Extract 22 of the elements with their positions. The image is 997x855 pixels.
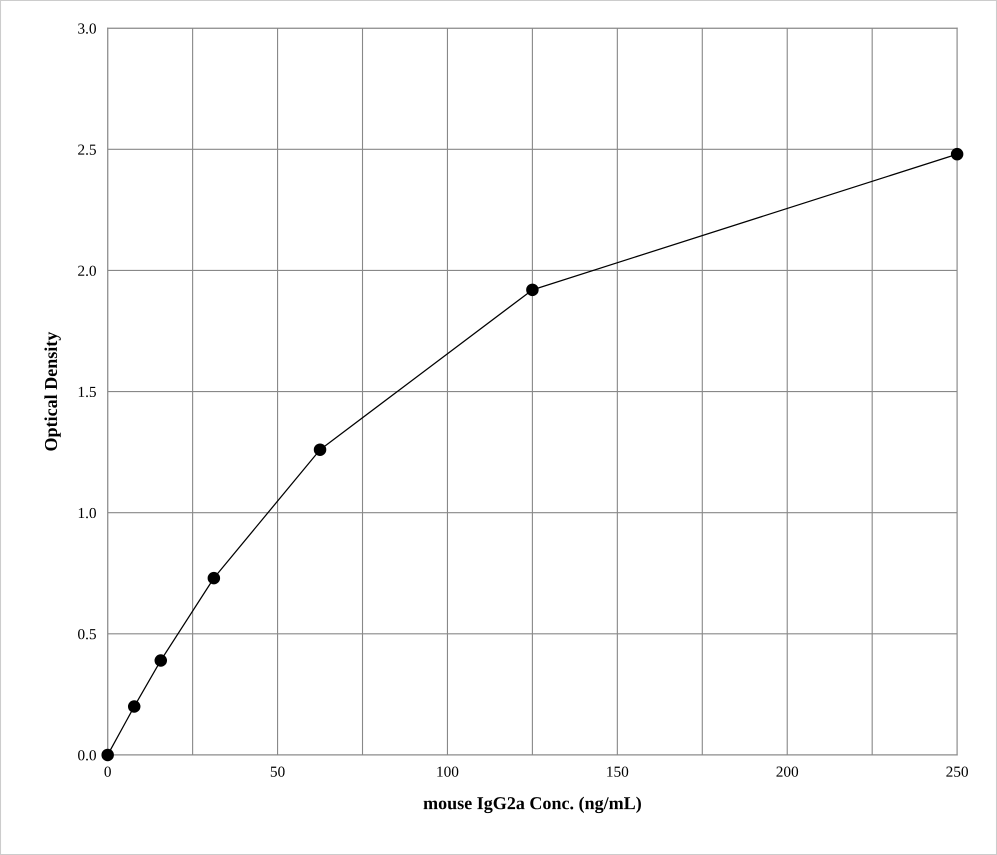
y-tick-label: 3.0 bbox=[78, 23, 96, 34]
y-tick-label: 2.0 bbox=[78, 266, 96, 276]
x-tick-label: 0 bbox=[104, 766, 111, 777]
point bbox=[101, 748, 114, 762]
point bbox=[314, 443, 326, 456]
x-tick-label: 100 bbox=[437, 766, 458, 777]
point bbox=[154, 654, 168, 667]
y-tick-label: 1.5 bbox=[78, 386, 96, 398]
x-tick-label: 150 bbox=[607, 766, 628, 777]
point bbox=[950, 148, 964, 160]
y-tick-label: 0.5 bbox=[78, 628, 96, 640]
y-tick-label: 0.0 bbox=[78, 750, 96, 760]
x-axis-title: mouse IgG2a Conc. (ng/mL) bbox=[424, 796, 641, 814]
point bbox=[208, 572, 220, 584]
point bbox=[128, 700, 140, 713]
point bbox=[526, 284, 539, 296]
y-axis-title: Optical Density bbox=[44, 332, 61, 451]
x-tick-label: 250 bbox=[946, 766, 968, 777]
y-tick-label: 2.5 bbox=[78, 144, 96, 155]
x-tick-label: 50 bbox=[270, 766, 285, 777]
y-tick-label: 1.0 bbox=[78, 508, 96, 518]
x-tick-label: 200 bbox=[776, 766, 798, 777]
